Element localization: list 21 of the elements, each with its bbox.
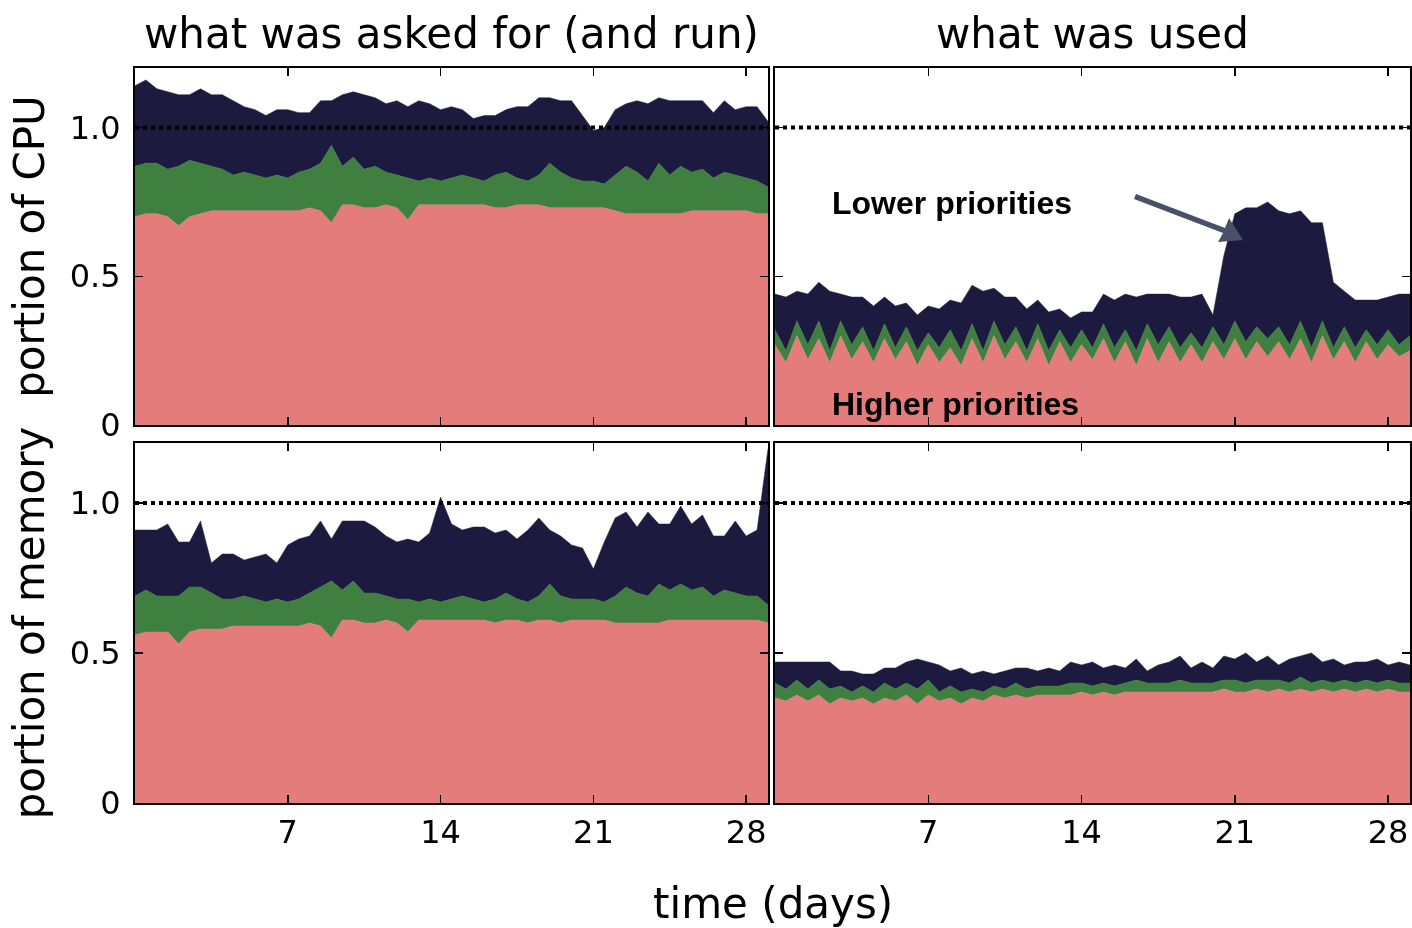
y-tick-label: 1.0 [69,108,121,147]
chart-title: what was asked for (and run) [144,9,759,58]
x-tick-label: 14 [1061,813,1102,852]
y-tick-label: 0.5 [69,634,121,673]
x-tick-label: 28 [1367,813,1409,852]
x-axis-title: time (days) [653,879,894,928]
chart-title: what was used [936,9,1249,58]
annotation: Lower priorities [832,185,1073,221]
x-tick-label: 28 [725,813,767,852]
y-axis-title: portion of CPU [5,95,55,398]
y-tick-label: 0.5 [69,257,121,296]
annotation: Higher priorities [832,386,1080,422]
y-tick-label: 0 [100,784,121,823]
x-tick-label: 7 [918,813,939,852]
x-tick-label: 14 [420,813,461,852]
x-tick-label: 21 [1214,813,1256,852]
y-tick-label: 1.0 [69,484,121,523]
x-tick-label: 21 [573,813,614,852]
y-tick-label: 0 [100,406,121,445]
x-tick-label: 7 [277,813,298,852]
y-axis-title: portion of memory [5,426,55,820]
